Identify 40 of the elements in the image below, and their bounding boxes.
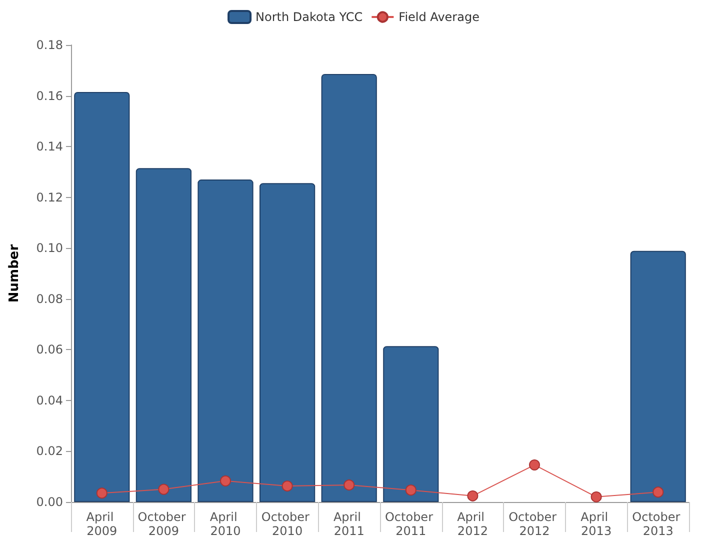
x-tick-label: April 2013 [580, 510, 612, 538]
y-tick-label: 0.00 [36, 495, 63, 509]
x-tick-label: October 2012 [508, 510, 560, 538]
bar [198, 180, 254, 502]
bar [136, 168, 192, 502]
y-axis-title: Number [7, 244, 22, 303]
y-tick-label: 0.08 [36, 292, 63, 306]
y-tick-label: 0.14 [36, 140, 63, 154]
x-tick-label: October 2011 [384, 510, 437, 538]
y-tick-label: 0.02 [36, 444, 63, 458]
point [652, 486, 664, 498]
x-tick-label: April 2011 [333, 510, 365, 538]
y-tick-label: 0.10 [36, 241, 63, 256]
y-tick-label: 0.06 [36, 342, 63, 357]
bar [74, 92, 130, 502]
y-tick-label: 0.04 [36, 393, 63, 408]
legend-label: Field Average [398, 10, 480, 24]
point [590, 491, 602, 502]
point [282, 480, 293, 492]
point [96, 488, 108, 499]
bar [321, 74, 377, 502]
x-tick-label: April 2010 [210, 510, 242, 538]
y-tick-label: 0.18 [36, 38, 63, 52]
y-tick-label: 0.16 [36, 88, 63, 103]
x-tick-label: April 2009 [86, 510, 118, 538]
bar [383, 346, 439, 502]
point [344, 479, 355, 490]
point [158, 484, 170, 495]
bar [259, 183, 316, 502]
y-tick-label: 0.12 [36, 190, 63, 204]
point [467, 490, 478, 502]
x-tick-label: October 2013 [632, 510, 684, 538]
point [529, 459, 540, 470]
x-tick-label: October 2010 [261, 510, 314, 538]
legend-label: North Dakota YCC [256, 10, 363, 24]
bar [630, 250, 686, 502]
x-tick-label: April 2012 [457, 510, 488, 538]
point [220, 475, 231, 486]
point [405, 484, 416, 496]
x-tick-label: October 2009 [138, 510, 190, 538]
